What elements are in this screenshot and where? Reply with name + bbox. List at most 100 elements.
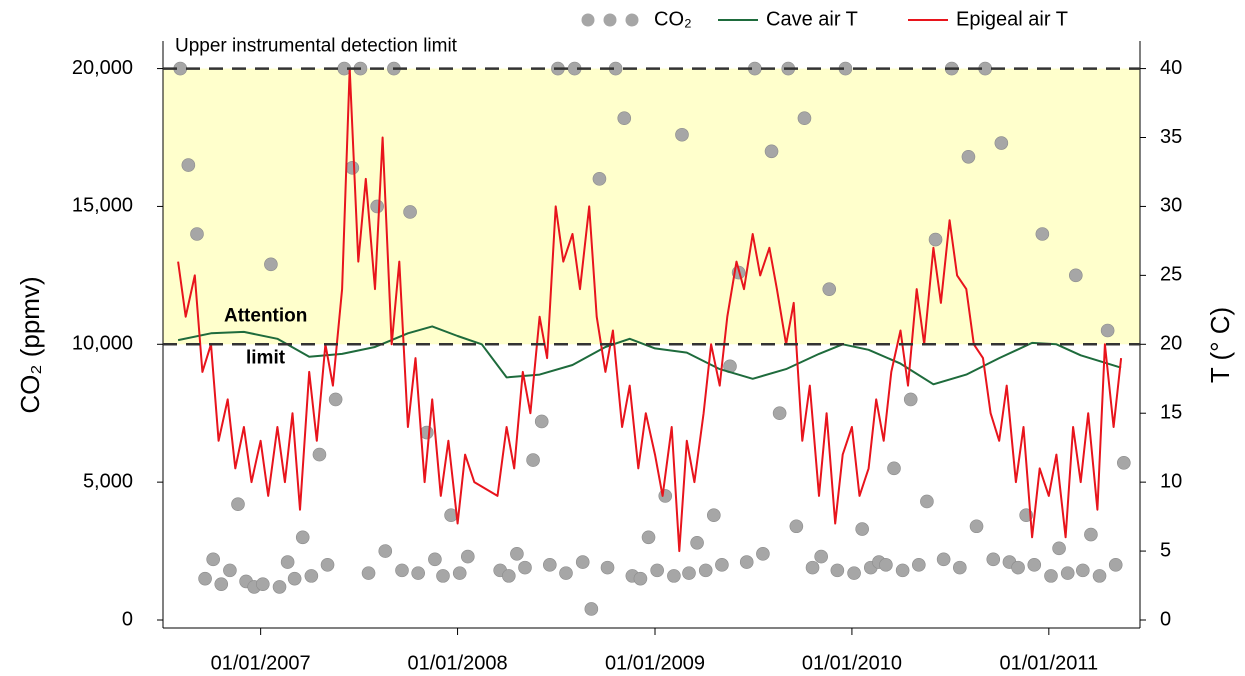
co2-point — [1100, 323, 1115, 338]
co2-point — [256, 577, 270, 591]
temperature-line — [177, 325, 1122, 386]
x-tick-label: 01/01/2010 — [802, 652, 902, 674]
co2-point — [855, 522, 869, 536]
co2-point — [1108, 558, 1123, 572]
co2-point — [698, 563, 713, 578]
co2-point — [1011, 560, 1025, 575]
co2-point — [345, 161, 360, 175]
co2-point — [510, 547, 524, 561]
legend-marker — [581, 13, 595, 27]
co2-point — [847, 566, 861, 580]
y2-tick-label: 0 — [1160, 608, 1171, 630]
co2-point — [739, 555, 754, 569]
co2-point — [675, 127, 689, 142]
co2-point — [231, 497, 245, 512]
co2-point — [1117, 456, 1131, 470]
co2-point — [789, 519, 804, 534]
co2-point — [879, 558, 893, 572]
y-tick-label: 20,000 — [72, 57, 133, 79]
co2-point — [969, 519, 984, 534]
y2-tick-label: 30 — [1160, 195, 1182, 217]
co2-point — [986, 552, 1001, 567]
co2-point — [764, 144, 779, 159]
co2-point — [887, 461, 901, 476]
reference-label: Upper instrumental detection limit — [175, 36, 458, 57]
co2-point — [502, 569, 516, 583]
legend-marker — [625, 13, 639, 27]
legend-label: Epigeal air T — [956, 8, 1068, 30]
co2-point — [994, 136, 1009, 150]
co2-point — [295, 530, 310, 545]
co2-point — [436, 569, 450, 583]
legend-marker — [603, 13, 617, 27]
y2-tick-label: 15 — [1160, 401, 1182, 423]
co2-point — [272, 580, 287, 594]
co2-point — [518, 560, 532, 575]
co2-point — [961, 150, 976, 164]
co2-point — [1044, 569, 1058, 583]
co2-point — [1084, 527, 1098, 542]
co2-point — [912, 558, 926, 572]
co2-point — [304, 569, 319, 583]
co2-point — [805, 560, 820, 575]
x-tick-label: 01/01/2008 — [408, 652, 508, 674]
co2-point — [411, 566, 425, 580]
legend-label: CO₂ — [654, 8, 692, 30]
co2-point — [936, 552, 951, 567]
co2-point — [797, 111, 812, 125]
co2-point — [181, 158, 196, 172]
co2-point — [584, 602, 599, 616]
legend-item: CO₂ — [581, 8, 692, 30]
legend-item: Epigeal air T — [908, 8, 1068, 30]
co2-point — [667, 569, 681, 583]
co2-point — [198, 571, 212, 586]
co2-point — [370, 199, 384, 214]
co2-point — [287, 571, 302, 586]
co2-point — [190, 227, 204, 241]
co2-point — [658, 489, 673, 503]
co2-point — [543, 558, 557, 572]
y2-tick-label: 5 — [1160, 539, 1171, 561]
co2-point — [920, 494, 934, 509]
co2-point — [1069, 268, 1083, 283]
x-tick-label: 01/01/2007 — [211, 652, 311, 674]
co2-point — [223, 563, 237, 578]
y-tick-label: 15,000 — [72, 195, 133, 217]
y-tick-label: 10,000 — [72, 333, 133, 355]
co2-point — [214, 577, 229, 591]
co2-point — [756, 547, 770, 561]
co2-point — [1035, 227, 1050, 241]
legend-item: Cave air T — [718, 8, 858, 30]
co2-point — [682, 566, 696, 580]
co2-point — [953, 560, 967, 575]
co2-point — [575, 555, 590, 569]
co2-point — [452, 566, 467, 580]
y2-tick-label: 25 — [1160, 264, 1182, 286]
co2-point — [378, 544, 393, 558]
temperature-line — [177, 67, 1123, 553]
attention-band — [163, 68, 1140, 345]
co2-point — [461, 549, 475, 564]
co2-point — [690, 535, 704, 550]
co2-point — [1076, 563, 1090, 578]
co2-point — [617, 111, 632, 125]
co2-point — [830, 563, 845, 578]
reference-label: Attention — [224, 305, 307, 326]
co2-point — [707, 508, 721, 523]
co2-point — [428, 552, 442, 567]
co2-point — [903, 392, 918, 407]
y2-tick-label: 40 — [1160, 57, 1182, 79]
co2-point — [1060, 566, 1075, 580]
co2-point — [312, 447, 327, 462]
co2-point — [715, 558, 729, 572]
co2-point — [1092, 569, 1107, 583]
y-axis-title: CO₂ (ppmv) — [15, 276, 45, 413]
co2-point — [534, 414, 549, 429]
co2-point — [395, 563, 409, 578]
y2-axis-title: T (° C) — [1205, 307, 1235, 383]
y2-tick-label: 10 — [1160, 470, 1182, 492]
co2-point — [280, 555, 295, 569]
co2-point — [650, 563, 664, 578]
reference-label: limit — [246, 347, 286, 368]
